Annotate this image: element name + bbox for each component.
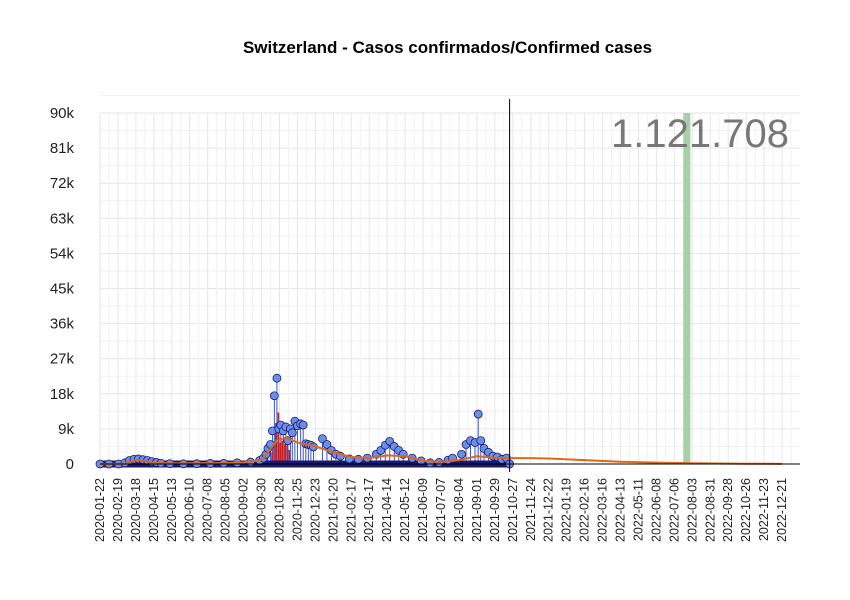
- daily-point: [473, 409, 483, 419]
- y-tick-label: 63k: [50, 210, 75, 227]
- x-tick-label: 2021-02-17: [344, 478, 358, 542]
- x-tick-label: 2020-02-19: [111, 478, 125, 542]
- x-tick-label: 2020-10-28: [272, 478, 286, 542]
- daily-point: [287, 428, 297, 438]
- x-tick-label: 2021-01-20: [326, 478, 340, 542]
- x-tick-label: 2021-10-27: [506, 478, 520, 542]
- y-tick-label: 54k: [50, 245, 75, 262]
- y-tick-label: 9k: [58, 421, 74, 438]
- x-tick-label: 2020-08-05: [219, 478, 233, 542]
- x-tick-label: 2021-04-14: [380, 478, 394, 542]
- y-tick-label: 18k: [50, 386, 75, 403]
- y-tick-label: 0: [66, 456, 74, 473]
- x-tick-label: 2022-07-06: [667, 478, 681, 542]
- x-tick-label: 2021-11-24: [524, 478, 538, 541]
- x-tick-label: 2020-11-25: [290, 478, 304, 541]
- y-tick-label: 90k: [50, 105, 75, 122]
- daily-point: [298, 420, 308, 430]
- x-tick-label: 2022-08-03: [685, 478, 699, 542]
- x-tick-label: 2022-06-08: [649, 478, 663, 542]
- x-tick-label: 2020-09-30: [255, 478, 269, 542]
- x-tick-label: 2021-08-04: [452, 478, 466, 542]
- daily-point: [457, 449, 466, 459]
- x-tick-label: 2020-07-08: [201, 478, 215, 542]
- x-tick-label: 2020-03-18: [129, 478, 143, 542]
- daily-point: [322, 440, 332, 449]
- x-tick-label: 2021-06-09: [416, 478, 430, 542]
- x-tick-label: 2021-05-12: [398, 478, 412, 542]
- x-tick-label: 2022-11-23: [757, 478, 771, 541]
- mean-line: [99, 436, 783, 465]
- x-tick-label: 2021-09-29: [488, 478, 502, 542]
- x-tick-label: 2022-05-11: [631, 478, 645, 541]
- x-tick-label: 2022-01-19: [560, 478, 574, 542]
- x-tick-label: 2020-04-15: [147, 478, 161, 542]
- y-tick-label: 72k: [50, 175, 75, 192]
- x-tick-label: 2020-12-23: [308, 478, 322, 542]
- x-tick-label: 2020-05-13: [165, 478, 179, 542]
- daily-point: [476, 436, 486, 446]
- x-tick-label: 2022-03-16: [596, 478, 610, 542]
- x-tick-label: 2022-04-13: [614, 478, 628, 542]
- x-tick-label: 2020-01-22: [93, 478, 107, 542]
- x-tick-label: 2020-06-10: [183, 478, 197, 542]
- daily-point: [272, 373, 282, 383]
- x-tick-label: 2022-10-26: [739, 478, 753, 542]
- daily-point: [425, 458, 435, 468]
- x-tick-label: 2021-09-01: [470, 478, 484, 542]
- x-tick-label: 2021-07-07: [434, 478, 448, 542]
- x-tick-label: 2022-02-16: [578, 478, 592, 542]
- y-tick-label: 45k: [50, 281, 75, 298]
- y-tick-label: 81k: [50, 140, 75, 157]
- total-annotation: 1.121.708: [611, 112, 789, 156]
- y-axis: 0 9k 18k 27k 36k 45k 54k 63k 72k 81k 90k: [50, 105, 75, 473]
- x-axis: 2020-01-22 2020-02-19 2020-03-18 2020-04-15…: [93, 478, 789, 542]
- x-tick-label: 2022-09-28: [721, 478, 735, 542]
- chart-title: Switzerland - Casos confirmados/Confirme…: [242, 38, 653, 57]
- x-tick-label: 2020-09-02: [237, 478, 251, 542]
- x-tick-label: 2022-08-31: [703, 478, 717, 542]
- y-tick-label: 36k: [50, 316, 75, 333]
- daily-point: [318, 434, 327, 444]
- daily-points: [95, 373, 515, 469]
- x-tick-label: 2021-03-17: [362, 478, 376, 542]
- x-tick-label: 2022-12-21: [775, 478, 789, 542]
- daily-point: [269, 391, 279, 401]
- y-tick-label: 27k: [50, 351, 75, 368]
- x-tick-label: 2021-12-22: [542, 478, 556, 542]
- highlight-band: [683, 113, 691, 464]
